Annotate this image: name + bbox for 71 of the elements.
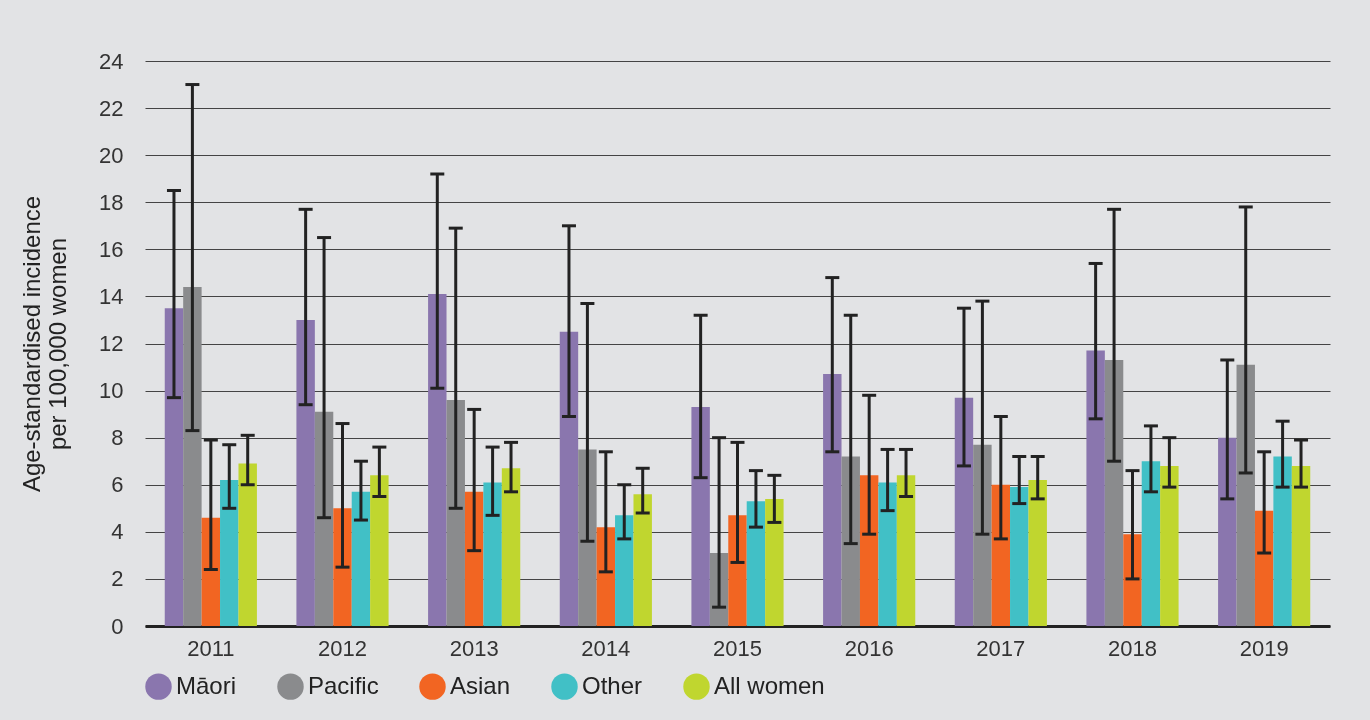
bar xyxy=(1273,456,1292,626)
y-tick-label: 0 xyxy=(111,613,124,639)
y-tick-label: 4 xyxy=(111,519,124,545)
bar xyxy=(428,294,447,626)
bar xyxy=(1160,465,1179,626)
y-tick-label: 16 xyxy=(99,236,124,262)
bar xyxy=(1104,359,1124,626)
y-tick-label: 22 xyxy=(99,95,124,121)
bar xyxy=(446,400,465,626)
bar xyxy=(1010,487,1029,626)
bar xyxy=(578,449,597,626)
bar xyxy=(333,508,352,626)
bar xyxy=(164,308,184,626)
bar xyxy=(220,480,239,626)
x-tick-label: 2011 xyxy=(187,635,235,661)
y-tick-label: 10 xyxy=(99,378,124,404)
bar xyxy=(954,397,974,626)
x-tick-label: 2015 xyxy=(713,635,762,661)
legend-label: Other xyxy=(582,671,643,699)
legend-label: All women xyxy=(714,671,825,699)
bar xyxy=(878,482,897,626)
bar xyxy=(615,515,634,626)
bar xyxy=(633,494,652,626)
x-tick-label: 2019 xyxy=(1239,635,1289,661)
x-tick-label: 2017 xyxy=(976,635,1026,661)
x-tick-label: 2012 xyxy=(318,635,367,661)
x-tick-label: 2018 xyxy=(1108,635,1157,661)
bar xyxy=(483,482,502,626)
bar xyxy=(991,484,1011,626)
y-tick-label: 12 xyxy=(99,331,124,356)
y-tick-label: 24 xyxy=(99,48,124,74)
bar xyxy=(1218,437,1237,626)
bar xyxy=(1291,465,1311,626)
bar xyxy=(351,491,371,626)
y-tick-label: 8 xyxy=(111,425,124,451)
y-axis-title: Age-standardised incidence per 100,000 women xyxy=(18,195,72,493)
bar xyxy=(1086,350,1105,626)
bar xyxy=(1254,510,1274,626)
bar xyxy=(464,491,484,626)
legend-label: Asian xyxy=(450,671,511,699)
bar xyxy=(841,456,860,626)
bar xyxy=(559,331,579,626)
y-tick-label: 18 xyxy=(99,189,124,215)
bar xyxy=(691,407,710,626)
bar xyxy=(296,319,315,626)
bar xyxy=(1028,480,1047,626)
x-tick-label: 2016 xyxy=(844,635,894,661)
bar xyxy=(183,287,202,626)
bar xyxy=(823,374,842,626)
bar xyxy=(973,444,992,626)
x-tick-label: 2014 xyxy=(581,635,631,661)
bar xyxy=(728,515,747,626)
y-tick-label: 20 xyxy=(99,142,124,168)
bar xyxy=(765,498,784,626)
y-tick-label: 6 xyxy=(111,472,124,498)
bar xyxy=(201,517,221,626)
bar xyxy=(859,475,879,626)
bar xyxy=(314,411,334,626)
bar xyxy=(1141,461,1161,626)
bar xyxy=(746,501,766,626)
y-tick-label: 2 xyxy=(111,566,124,592)
bar xyxy=(896,475,916,626)
legend-label: Māori xyxy=(176,671,237,699)
y-tick-label: 14 xyxy=(99,283,124,309)
bar xyxy=(370,475,389,626)
bar xyxy=(1123,534,1142,626)
bar xyxy=(238,463,257,626)
legend-label: Pacific xyxy=(308,671,379,699)
x-tick-label: 2013 xyxy=(449,635,499,661)
bar xyxy=(1236,364,1255,626)
bar xyxy=(501,468,521,626)
